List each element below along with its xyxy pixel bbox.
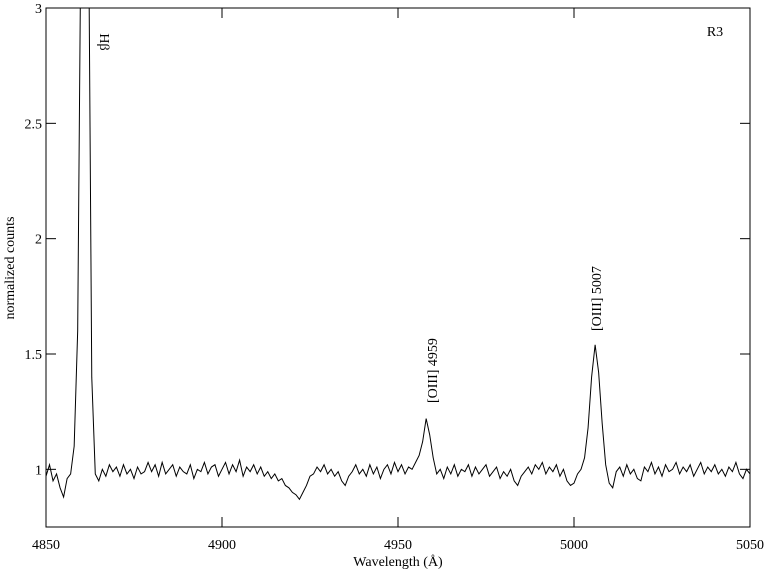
plot-frame	[45, 7, 751, 528]
spectrum-line	[46, 8, 750, 501]
y-tick-label: 2.5	[25, 117, 43, 132]
annotation: Hβ	[96, 33, 111, 50]
x-tick-label: 4900	[208, 538, 236, 553]
annotation: [OIII] 4959	[426, 338, 441, 403]
x-tick-label: 5050	[736, 538, 764, 553]
x-tick-label: 4850	[32, 538, 60, 553]
y-tick-label: 1.5	[25, 348, 43, 363]
chart-title: R3	[707, 25, 723, 40]
y-tick-label: 3	[35, 2, 42, 17]
y-tick-label: 1	[35, 463, 42, 478]
x-axis-label: Wavelength (Å)	[353, 554, 443, 570]
y-axis-label: normalized counts	[3, 216, 18, 319]
x-tick-label: 4950	[384, 538, 412, 553]
y-tick-label: 2	[35, 233, 42, 248]
x-tick-label: 5000	[560, 538, 588, 553]
annotation: [OIII] 5007	[590, 266, 605, 331]
